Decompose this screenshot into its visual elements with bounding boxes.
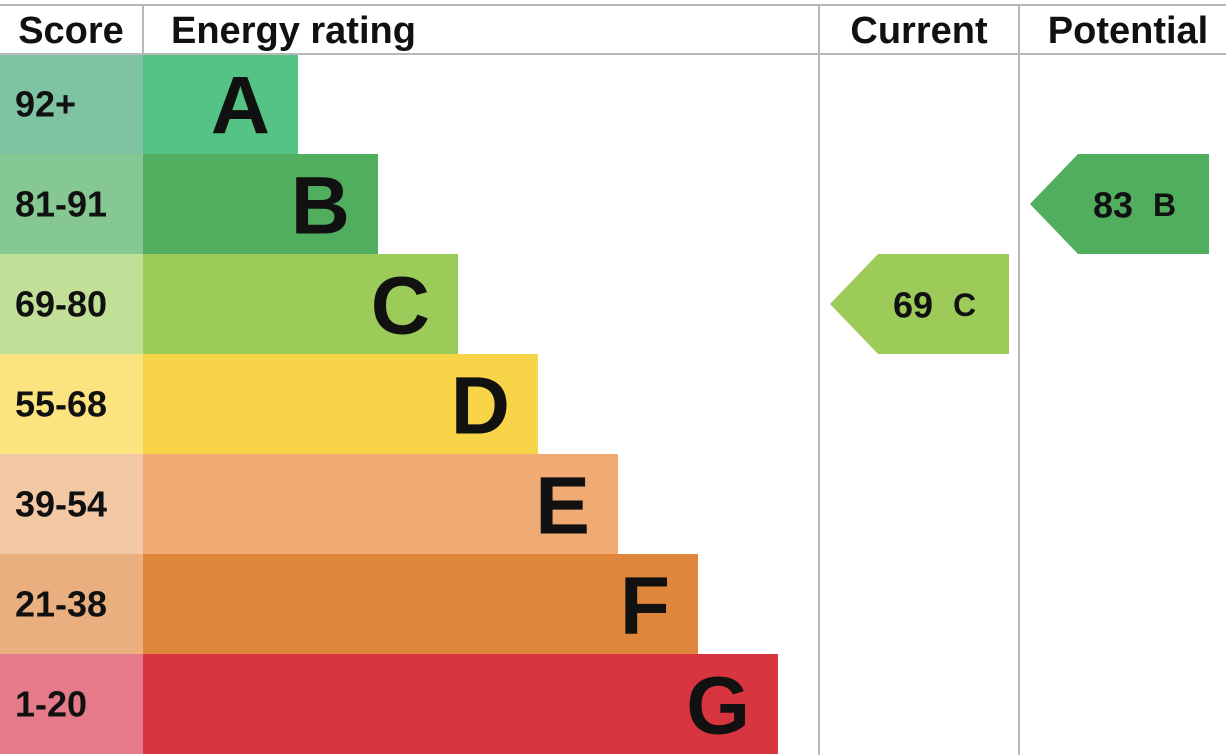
score-label: 1-20 [15, 684, 87, 725]
score-label: 69-80 [15, 284, 107, 325]
score-cell [0, 554, 143, 654]
rating-bar [143, 354, 538, 454]
rating-bar [143, 554, 698, 654]
score-label: 92+ [15, 84, 76, 125]
potential-value: 83 [1093, 185, 1133, 226]
rating-letter: B [291, 161, 350, 252]
score-label: 55-68 [15, 384, 107, 425]
potential-arrow [1030, 154, 1209, 254]
score-header: Score [18, 10, 124, 52]
score-cell [0, 254, 143, 354]
potential-letter: B [1153, 187, 1176, 223]
current-header: Current [850, 10, 988, 52]
rating-bar [143, 454, 618, 554]
current-arrow [830, 254, 1009, 354]
rating-letter: F [620, 561, 670, 652]
rating-letter: E [535, 461, 590, 552]
rating-bar [143, 654, 778, 754]
rating-bar [143, 154, 378, 254]
score-cell [0, 154, 143, 254]
rating-letter: D [451, 361, 510, 452]
rating-letter: C [371, 261, 430, 352]
potential-header: Potential [1048, 10, 1208, 52]
rating-letter: A [211, 61, 270, 152]
score-cell [0, 54, 143, 154]
current-value: 69 [893, 285, 933, 326]
score-cell [0, 354, 143, 454]
rating-header: Energy rating [171, 10, 416, 52]
score-cell [0, 454, 143, 554]
score-label: 81-91 [15, 184, 107, 225]
current-letter: C [953, 287, 976, 323]
rating-letter: G [686, 661, 750, 752]
rating-bar [143, 54, 298, 154]
score-label: 39-54 [15, 484, 107, 525]
score-cell [0, 654, 143, 754]
score-label: 21-38 [15, 584, 107, 625]
rating-bar [143, 254, 458, 354]
